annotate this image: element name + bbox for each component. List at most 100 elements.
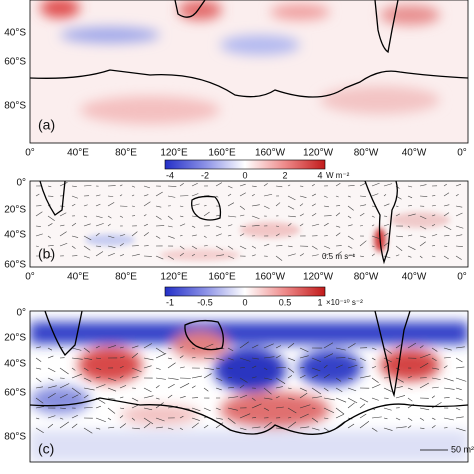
vector xyxy=(359,204,367,207)
vector xyxy=(455,346,465,349)
vector xyxy=(71,414,78,419)
vector xyxy=(179,396,186,399)
vector xyxy=(323,364,328,369)
vector xyxy=(47,215,55,221)
vector xyxy=(71,185,77,187)
y-tick-label: 40°S xyxy=(4,28,26,39)
vector xyxy=(59,182,68,187)
vector xyxy=(239,367,245,369)
vector xyxy=(359,366,364,369)
vector xyxy=(215,407,221,411)
vector xyxy=(59,212,67,217)
vector xyxy=(347,245,353,249)
vector xyxy=(119,243,124,247)
vector xyxy=(131,367,142,373)
vector xyxy=(323,342,334,349)
vector xyxy=(311,183,315,187)
vector xyxy=(347,224,353,227)
vector xyxy=(71,235,79,238)
vector xyxy=(275,396,280,399)
vector xyxy=(167,215,173,220)
vector xyxy=(275,233,280,237)
vector xyxy=(359,375,371,379)
vector xyxy=(203,424,209,429)
vector xyxy=(347,235,354,240)
vector xyxy=(47,385,57,389)
vector xyxy=(59,417,64,420)
vector xyxy=(107,417,112,421)
colorbar-tick-label: -2 xyxy=(201,170,209,180)
vector xyxy=(395,235,404,238)
vector xyxy=(299,347,309,353)
vector xyxy=(443,397,450,399)
vector xyxy=(191,245,198,250)
vector xyxy=(239,377,248,383)
vector xyxy=(335,387,343,393)
vector xyxy=(371,357,376,361)
vector xyxy=(407,255,412,258)
vector xyxy=(215,182,223,187)
vector xyxy=(155,347,166,354)
vector xyxy=(263,421,272,429)
vector xyxy=(407,342,417,349)
vector xyxy=(155,397,160,400)
vector xyxy=(299,387,307,392)
vector xyxy=(287,215,296,218)
y-tick-label: 80°S xyxy=(4,101,26,112)
vector xyxy=(179,235,183,237)
x-tick-label: 160°E xyxy=(208,272,236,283)
vector xyxy=(119,184,123,187)
vector xyxy=(167,225,173,228)
vector xyxy=(287,421,297,429)
vector xyxy=(407,397,413,402)
vector xyxy=(287,342,295,349)
vector xyxy=(335,212,341,217)
colorbar-unit: ×10⁻¹⁰ s⁻² xyxy=(326,298,363,307)
vector xyxy=(179,183,184,187)
vector xyxy=(167,362,176,369)
vector xyxy=(47,223,53,227)
vector xyxy=(431,395,435,399)
vector xyxy=(167,394,173,399)
vector xyxy=(347,397,358,404)
vector xyxy=(251,215,260,220)
vector xyxy=(347,215,352,219)
vector xyxy=(239,394,248,399)
vector xyxy=(419,184,427,187)
vector xyxy=(35,357,42,362)
vector xyxy=(71,394,79,399)
vector xyxy=(83,357,93,360)
vector xyxy=(227,377,233,379)
vector xyxy=(239,341,249,349)
vector xyxy=(419,235,426,238)
vector xyxy=(215,254,225,257)
vector xyxy=(311,427,320,431)
vector xyxy=(311,396,323,399)
vector xyxy=(419,362,429,369)
vector xyxy=(443,192,450,197)
vector xyxy=(107,345,116,349)
vector xyxy=(275,245,283,247)
vector xyxy=(215,417,223,420)
x-tick-label: 120°W xyxy=(303,148,334,159)
vector xyxy=(263,387,272,395)
vector xyxy=(107,252,115,257)
vector xyxy=(299,426,310,429)
vector xyxy=(335,205,341,207)
vector xyxy=(47,185,52,188)
vector xyxy=(143,395,154,399)
vector xyxy=(143,417,154,425)
x-tick-label: 0° xyxy=(457,148,467,159)
vector xyxy=(335,421,345,429)
vector xyxy=(347,423,355,429)
vector xyxy=(335,347,346,351)
vector xyxy=(383,242,389,247)
vector xyxy=(311,367,321,372)
vector xyxy=(47,392,56,399)
vector xyxy=(95,194,101,197)
vector xyxy=(371,347,377,350)
colorbar xyxy=(164,159,326,170)
vector xyxy=(59,242,68,247)
vector xyxy=(83,223,91,227)
vector xyxy=(191,375,202,379)
